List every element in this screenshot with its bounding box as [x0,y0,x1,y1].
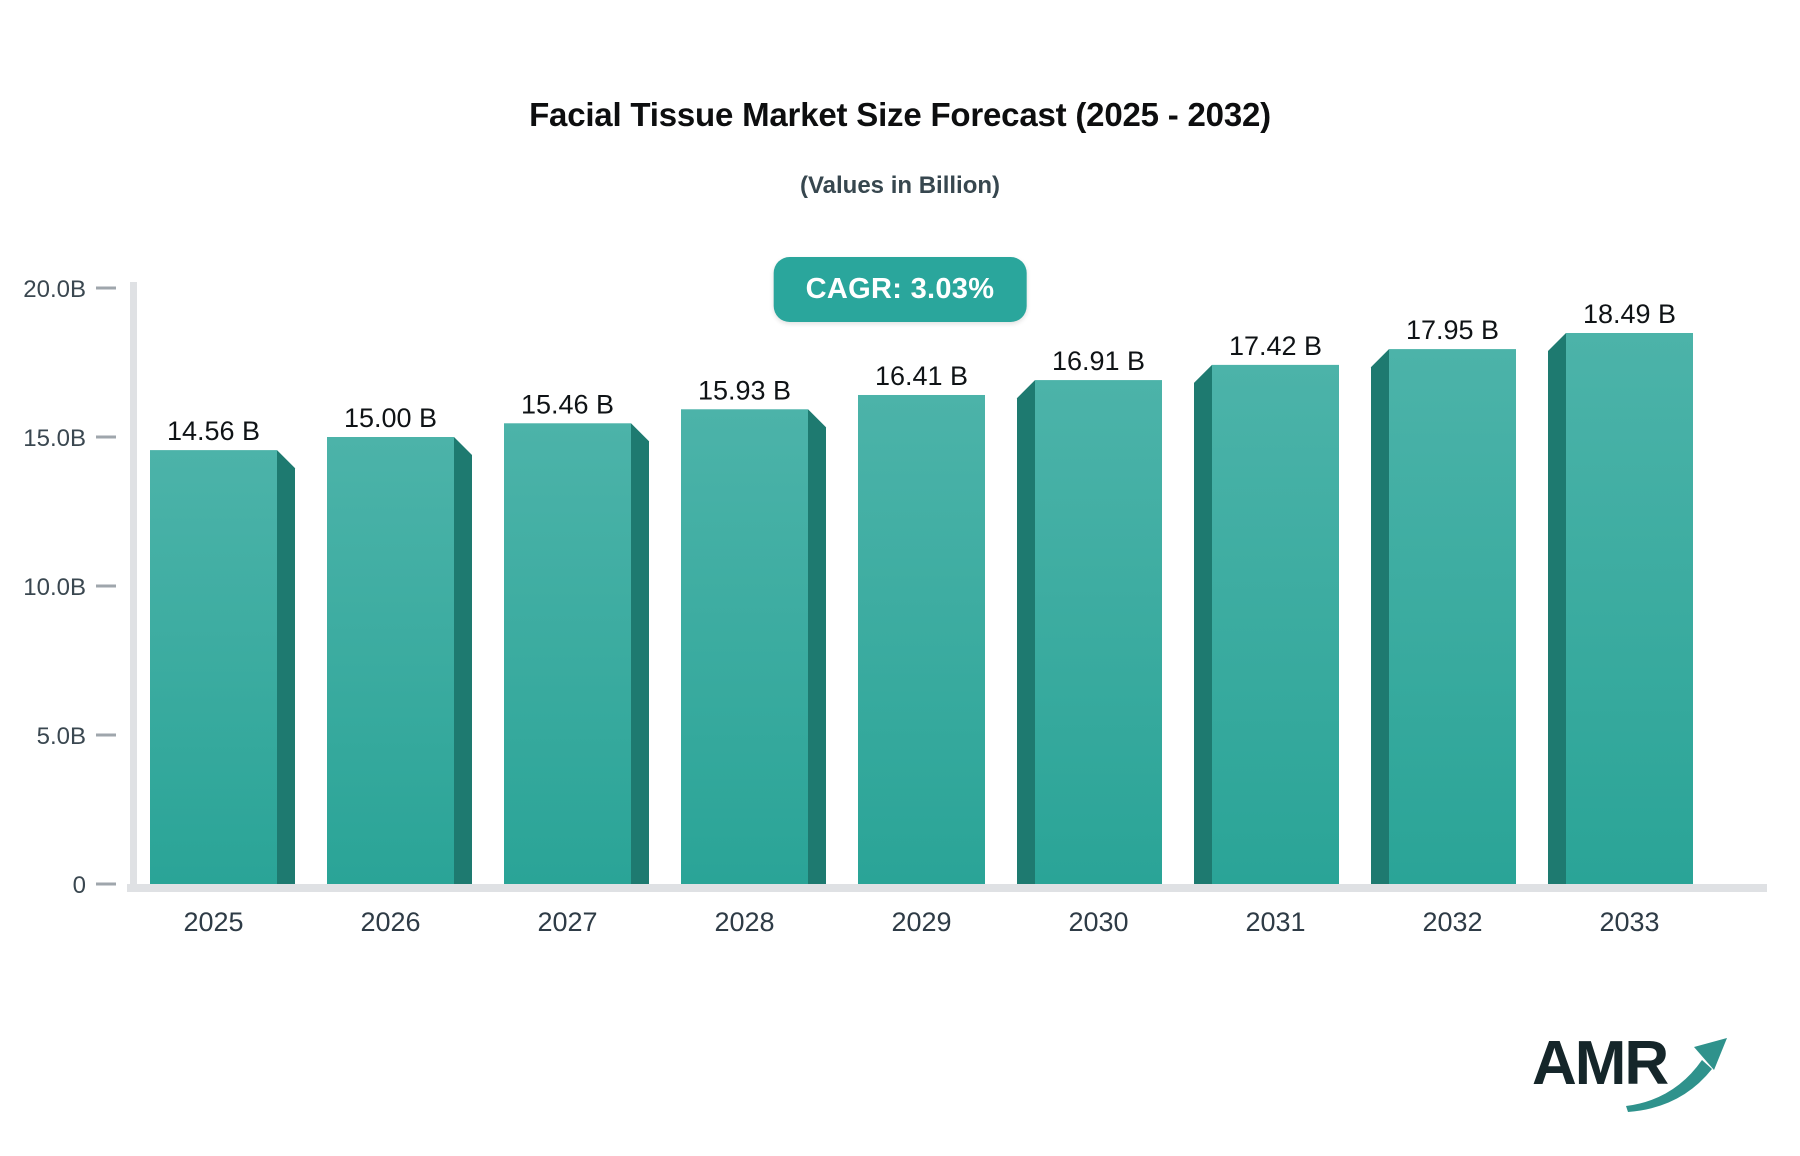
bar-2028 [681,409,808,884]
bar-side-2031 [1194,364,1212,884]
bar-2025 [150,450,277,884]
bar-2032 [1389,349,1516,885]
year-label: 2027 [537,907,597,937]
bar-2033 [1566,332,1693,884]
value-label: 15.00 B [344,403,437,433]
bar-side-2030 [1017,380,1035,884]
year-label: 2030 [1068,907,1128,937]
y-tick-dash [96,733,116,737]
y-tick-label: 0 [73,872,86,899]
chart-title: Facial Tissue Market Size Forecast (2025… [529,96,1271,133]
bar-2026 [327,437,454,884]
y-tick-label: 20.0B [23,276,86,303]
growth-arrow-icon [1626,1038,1727,1112]
year-label: 2029 [891,907,951,937]
value-label: 16.41 B [875,361,968,391]
year-label: 2026 [360,907,420,937]
y-tick-label: 5.0B [37,723,86,750]
y-tick-label: 15.0B [23,425,86,452]
chart-subtitle: (Values in Billion) [799,172,1001,199]
year-label: 2025 [183,907,243,937]
y-axis-line [130,282,137,892]
value-label: 15.93 B [698,375,791,405]
year-label: 2033 [1599,907,1659,937]
y-tick-dash [96,882,116,886]
value-label: 17.42 B [1229,331,1322,361]
cagr-badge: CAGR: 3.03% [773,257,1027,322]
bar-2029 [858,394,985,884]
bar-side-2026 [454,437,472,884]
bar-2031 [1212,364,1339,884]
year-label: 2031 [1245,907,1305,937]
bar-side-2028 [808,409,826,884]
value-label: 18.49 B [1583,299,1676,329]
y-tick-dash [96,584,116,588]
growth-arrow-swoosh [1626,1060,1712,1112]
bar-side-2025 [277,450,295,884]
bar-2030 [1035,380,1162,884]
value-label: 17.95 B [1406,315,1499,345]
growth-arrow-head [1694,1038,1727,1070]
x-axis-line [127,884,1767,892]
amr-logo: AMR [1532,1032,1762,1122]
year-label: 2028 [714,907,774,937]
y-tick-dash [96,435,116,439]
year-label: 2032 [1422,907,1482,937]
bar-side-2032 [1371,349,1389,885]
y-tick-dash [96,286,116,290]
bar-side-2027 [631,423,649,884]
bar-2027 [504,423,631,884]
value-label: 15.46 B [521,389,614,419]
y-tick-label: 10.0B [23,574,86,601]
value-label: 14.56 B [167,416,260,446]
value-label: 16.91 B [1052,346,1145,376]
amr-logo-text: AMR [1532,1029,1669,1098]
bar-side-2033 [1548,332,1566,884]
